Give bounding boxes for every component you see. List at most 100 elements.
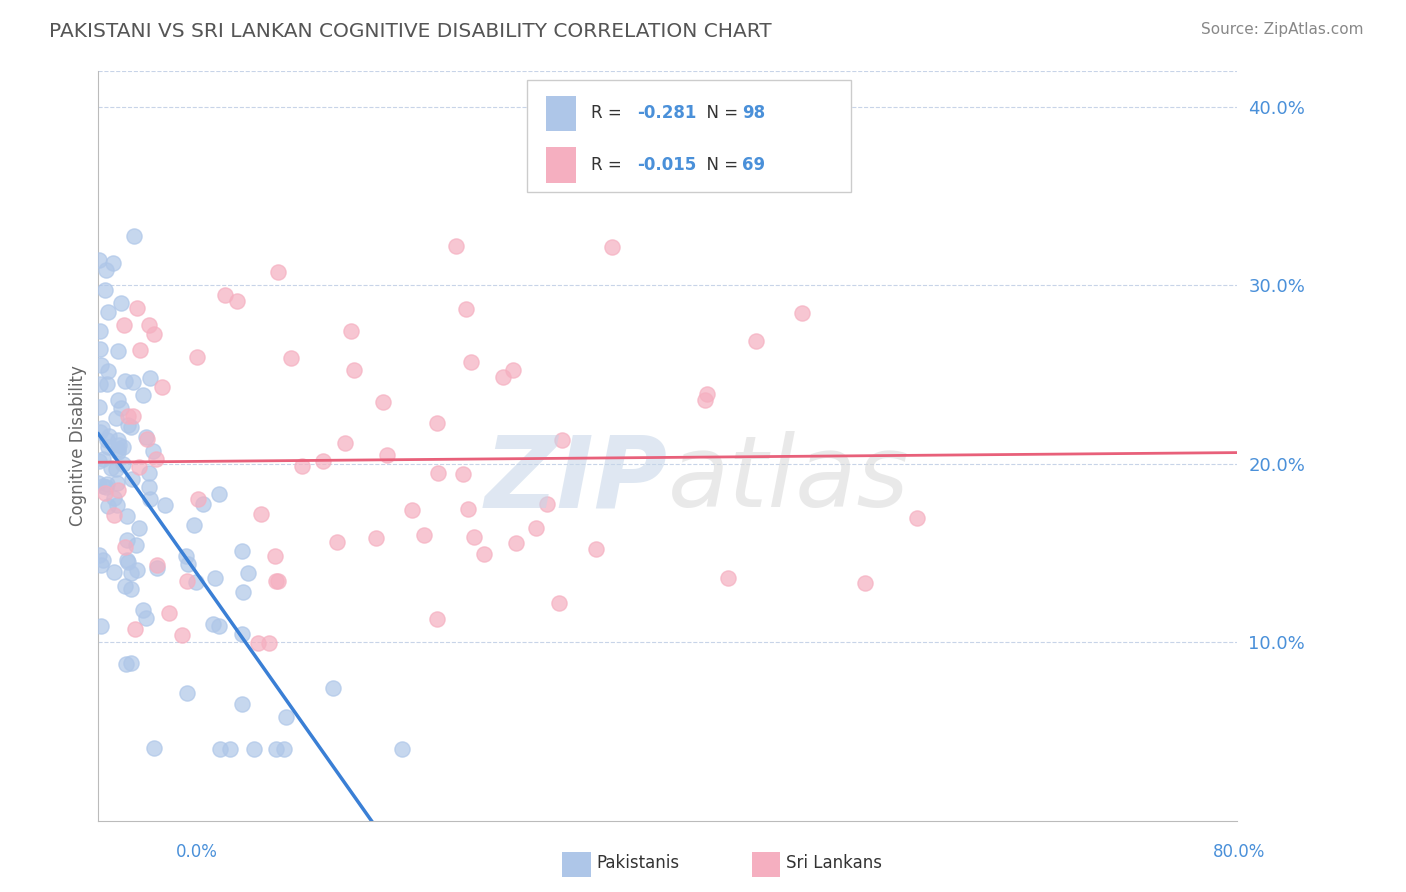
Text: 98: 98 — [742, 104, 765, 122]
Text: N =: N = — [696, 104, 744, 122]
Point — [97, 364, 120, 378]
Point — [551, 434, 574, 448]
Point — [103, 508, 125, 523]
Point — [122, 409, 145, 424]
Y-axis label: Cognitive Disability: Cognitive Disability — [69, 366, 87, 526]
Point — [115, 533, 138, 547]
Point — [322, 681, 344, 696]
Point — [107, 483, 129, 497]
Point — [373, 395, 395, 409]
Point — [89, 425, 111, 439]
Point — [214, 287, 236, 301]
Text: Sri Lankans: Sri Lankans — [786, 855, 882, 872]
Point — [120, 582, 142, 596]
Point — [94, 486, 117, 500]
Point — [170, 628, 193, 642]
Point — [413, 528, 436, 542]
Point — [100, 460, 122, 475]
Point — [96, 376, 118, 391]
Point — [103, 565, 125, 579]
Point — [89, 252, 111, 267]
Point — [125, 538, 148, 552]
Point — [142, 444, 165, 458]
Point — [231, 697, 253, 711]
Point — [138, 318, 160, 332]
Point — [146, 561, 169, 575]
Point — [717, 571, 740, 585]
Point — [90, 358, 112, 372]
Text: R =: R = — [591, 104, 627, 122]
Point — [91, 552, 114, 566]
Point — [242, 742, 264, 756]
Point — [120, 420, 142, 434]
Point — [274, 710, 297, 724]
Point — [129, 343, 152, 358]
Point — [96, 476, 118, 491]
Point — [548, 596, 571, 610]
Point — [340, 324, 363, 338]
Point — [267, 265, 290, 279]
Point — [90, 421, 112, 435]
Point — [536, 497, 558, 511]
Point — [117, 418, 139, 433]
Point — [93, 479, 115, 493]
Point — [266, 574, 288, 588]
Point — [87, 548, 110, 562]
Point — [138, 466, 160, 480]
Point — [145, 452, 167, 467]
Point — [186, 350, 208, 364]
Point — [114, 657, 136, 671]
Point — [236, 566, 259, 581]
Point — [600, 240, 623, 254]
Point — [377, 448, 399, 462]
Point — [114, 540, 136, 554]
Text: atlas: atlas — [668, 431, 910, 528]
Point — [120, 566, 142, 580]
Point — [264, 742, 287, 756]
Point — [107, 434, 129, 448]
Point — [142, 326, 165, 341]
Point — [186, 575, 208, 590]
Point — [96, 433, 118, 447]
Point — [124, 229, 146, 244]
Point — [114, 578, 136, 592]
Point — [335, 436, 357, 450]
Point — [693, 393, 716, 408]
Point — [93, 451, 115, 466]
Text: 0.0%: 0.0% — [176, 843, 218, 861]
Point — [117, 409, 139, 423]
Point — [117, 508, 139, 523]
Point — [89, 377, 111, 392]
Point — [121, 376, 143, 390]
Point — [326, 535, 349, 549]
Point — [219, 742, 242, 756]
Point — [696, 387, 718, 401]
Point — [114, 374, 136, 388]
Point — [104, 462, 127, 476]
Point — [280, 351, 302, 365]
Point — [905, 511, 928, 525]
Point — [128, 521, 150, 535]
Point — [343, 363, 366, 377]
Point — [135, 430, 157, 444]
Point — [107, 445, 129, 459]
Point — [117, 555, 139, 569]
Point — [128, 459, 150, 474]
Point — [120, 657, 142, 671]
Point — [89, 324, 111, 338]
Text: PAKISTANI VS SRI LANKAN COGNITIVE DISABILITY CORRELATION CHART: PAKISTANI VS SRI LANKAN COGNITIVE DISABI… — [49, 22, 772, 41]
Text: 80.0%: 80.0% — [1213, 843, 1265, 861]
Point — [426, 466, 449, 480]
Point — [463, 530, 485, 544]
Point — [90, 619, 112, 633]
Point — [585, 541, 607, 556]
Point — [391, 742, 413, 756]
Point — [183, 518, 205, 533]
Point — [474, 547, 496, 561]
Point — [231, 627, 253, 641]
Text: Pakistanis: Pakistanis — [596, 855, 679, 872]
Point — [157, 606, 180, 620]
Point — [124, 622, 146, 636]
Point — [401, 502, 423, 516]
Point — [366, 532, 388, 546]
